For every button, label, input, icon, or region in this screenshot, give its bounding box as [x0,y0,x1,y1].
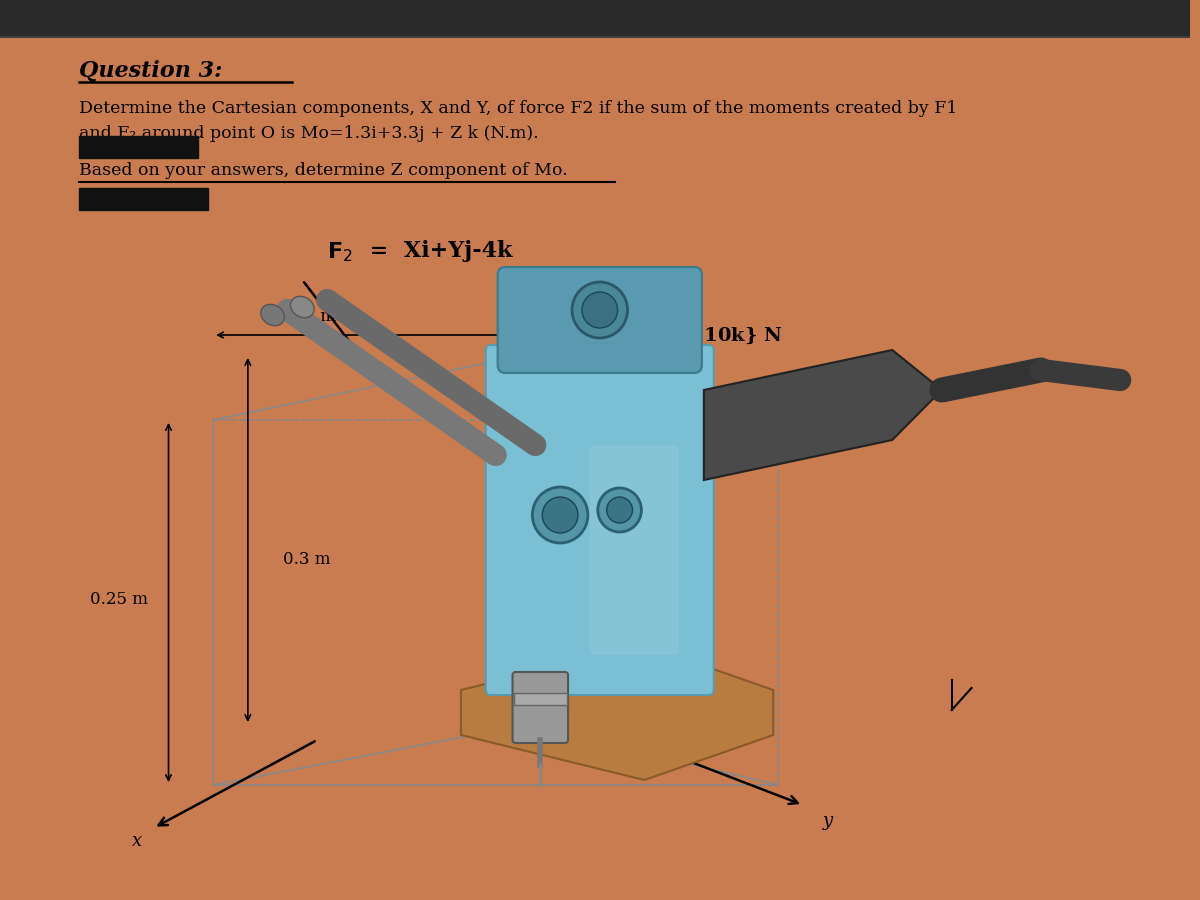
Text: y: y [823,812,833,830]
Circle shape [607,497,632,523]
Text: z: z [518,267,528,285]
Bar [514,693,568,705]
Polygon shape [461,645,773,780]
Text: 0.3 m: 0.3 m [282,552,330,569]
Bar [79,188,208,210]
Text: Question 3:: Question 3: [79,60,223,82]
Text: Determine the Cartesian components, X and Y, of force F2 if the sum of the momen: Determine the Cartesian components, X an… [79,100,958,117]
Text: Based on your answers, determine Z component of Mo.: Based on your answers, determine Z compo… [79,162,568,179]
Text: 0.25 m: 0.25 m [90,591,148,608]
Text: =  Xi+Yj-4k: = Xi+Yj-4k [362,240,512,262]
Text: $\mathbf{F}_1$ = {6i – 3j – 10k} N: $\mathbf{F}_1$ = {6i – 3j – 10k} N [551,325,782,347]
Bar [0,0,1189,35]
Text: x: x [132,832,142,850]
FancyBboxPatch shape [512,672,568,743]
Bar [79,136,198,158]
Circle shape [598,488,642,532]
Text: 0.15 m: 0.15 m [278,308,336,325]
FancyBboxPatch shape [590,445,679,655]
Polygon shape [704,350,942,480]
Circle shape [533,487,588,543]
Circle shape [572,282,628,338]
Ellipse shape [290,296,314,318]
Text: and F₂ around point O is Mo=1.3i+3.3j + Z k (N.m).: and F₂ around point O is Mo=1.3i+3.3j + … [79,125,539,142]
Text: O: O [540,728,554,745]
Circle shape [582,292,618,328]
Circle shape [542,497,578,533]
Ellipse shape [260,304,284,326]
Text: $\mathbf{F}_2$: $\mathbf{F}_2$ [328,240,353,264]
FancyBboxPatch shape [486,345,714,695]
FancyBboxPatch shape [498,267,702,373]
